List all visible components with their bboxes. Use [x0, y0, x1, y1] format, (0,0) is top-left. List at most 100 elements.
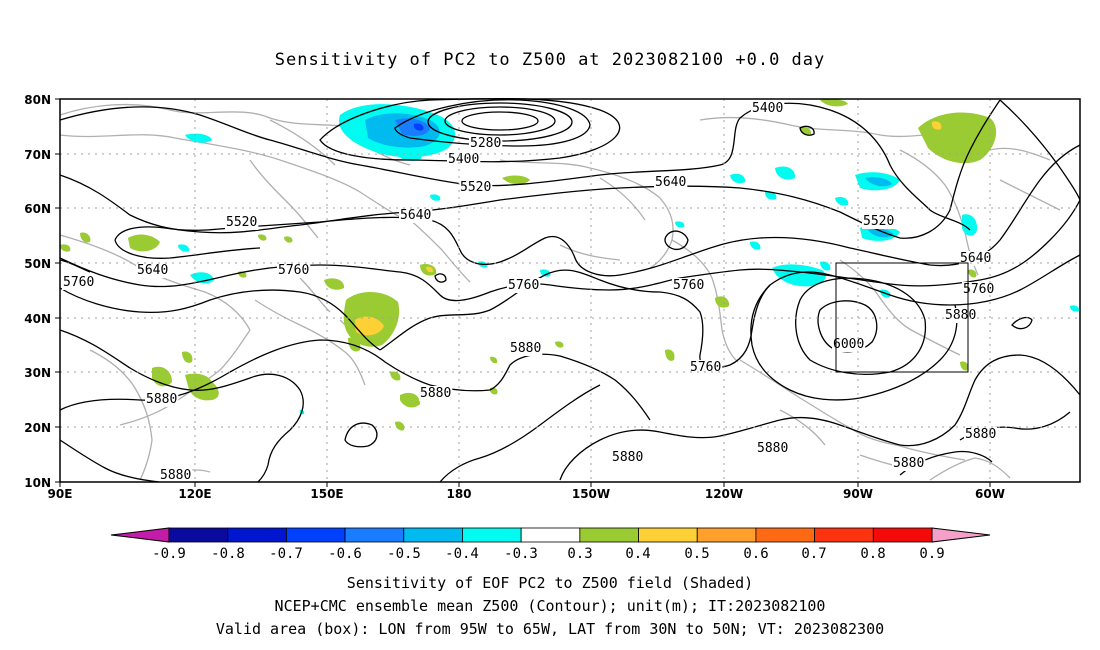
contour-label: 5880 — [945, 308, 976, 323]
shade-negative-small-1 — [395, 151, 422, 161]
contour-label: 5880 — [612, 450, 643, 465]
shade-positive-18 — [390, 371, 401, 381]
contour-label: 5880 — [757, 441, 788, 456]
contour-label: 6000 — [833, 337, 864, 352]
axis-ticks — [55, 98, 991, 487]
shade-negative-small-8 — [675, 221, 685, 228]
shade-negative-small-11 — [765, 191, 777, 200]
shade-negative-east-2b — [868, 228, 894, 238]
lon-label: 90E — [48, 487, 73, 501]
colorbar-low-triangle — [110, 527, 170, 543]
contour-label-background — [509, 341, 543, 356]
contour-label-background — [944, 308, 978, 323]
lon-label: 150W — [572, 487, 610, 501]
colorbar-segments — [110, 527, 991, 543]
shade-positive-6 — [80, 232, 91, 243]
shade-negative-small-12 — [835, 196, 849, 206]
shade-positive-13b — [355, 316, 384, 336]
lon-label: 180 — [446, 487, 471, 501]
shade-negative-small-9 — [730, 173, 746, 184]
contour-label: 5760 — [690, 360, 721, 375]
lat-label: 10N — [24, 476, 51, 490]
shade-positive-2 — [820, 99, 848, 107]
colorbar: -0.9 -0.8 -0.7 -0.6 -0.5 -0.4 -0.3 0.3 0… — [110, 527, 991, 562]
contour-label-background — [507, 278, 541, 293]
shade-positive-12b — [426, 266, 434, 273]
contour-label-background — [159, 468, 193, 483]
contour-label: 5760 — [963, 282, 994, 297]
colorbar-segment — [227, 527, 287, 543]
colorbar-segment — [403, 527, 463, 543]
contour-label-background — [756, 441, 790, 456]
contour-label-background — [832, 337, 866, 352]
shade-positive-23 — [555, 341, 564, 348]
contour-label-background — [689, 360, 723, 375]
coastlines — [59, 103, 1061, 481]
contour-label: 5880 — [160, 468, 191, 483]
contour-label-background — [962, 282, 996, 297]
contour-label-background — [136, 263, 170, 278]
lat-lon-grid — [60, 99, 1080, 482]
lon-label: 150E — [310, 487, 343, 501]
contour-label: 5520 — [226, 215, 257, 230]
contour-label-background — [447, 152, 481, 167]
colorbar-segment — [579, 527, 639, 543]
lon-label: 120E — [178, 487, 211, 501]
contour-label: 5640 — [655, 175, 686, 190]
caption-contour: NCEP+CMC ensemble mean Z500 (Contour); u… — [274, 597, 826, 615]
shade-positive-11 — [324, 278, 345, 290]
shade-positive-24 — [665, 349, 675, 361]
latitude-labels: 80N 70N 60N 50N 40N 30N 20N 10N — [24, 93, 51, 490]
contour-label-background — [964, 427, 998, 442]
valid-area-box — [835, 262, 969, 373]
lon-label: 90W — [843, 487, 873, 501]
shade-negative-far-east — [1070, 305, 1080, 312]
sensitivity-shading — [60, 99, 1080, 431]
contour-label: 5760 — [508, 278, 539, 293]
colorbar-label: 0.4 — [625, 546, 650, 562]
caption-valid-area: Valid area (box): LON from 95W to 65W, L… — [215, 620, 885, 638]
contour-label-background — [862, 214, 896, 229]
shade-positive-1 — [918, 112, 997, 164]
shade-negative-small-5 — [430, 194, 441, 201]
lon-label: 60W — [975, 487, 1005, 501]
colorbar-segment — [168, 527, 229, 543]
shade-positive-19 — [400, 392, 420, 408]
shade-negative-small-4 — [178, 244, 190, 252]
contour-label: 5880 — [893, 456, 924, 471]
lat-label: 40N — [24, 312, 51, 326]
lat-label: 60N — [24, 202, 51, 216]
shade-positive-21 — [490, 356, 498, 364]
shade-positive-26 — [960, 361, 969, 371]
z500-contours — [59, 97, 1081, 483]
contour-label-background — [672, 278, 706, 293]
shade-negative-east-1b — [865, 177, 892, 187]
contour-label: 5520 — [863, 214, 894, 229]
colorbar-label: -0.9 — [152, 546, 186, 562]
contour-label-background — [459, 180, 493, 195]
contour-label: 5640 — [400, 208, 431, 223]
contour-label: 5880 — [420, 386, 451, 401]
colorbar-label: -0.7 — [269, 546, 303, 562]
contour-label-background — [892, 456, 926, 471]
shade-negative-east-3 — [962, 214, 978, 236]
contour-labels: 5400 5280 5400 5520 5640 5520 5640 5520 … — [62, 101, 998, 483]
shade-positive-20 — [395, 421, 405, 431]
shade-positive-17 — [182, 351, 193, 363]
shade-negative-small-2 — [185, 133, 212, 143]
colorbar-label: 0.9 — [919, 546, 944, 562]
colorbar-label: 0.8 — [860, 546, 885, 562]
contour-label-background — [62, 275, 96, 290]
colorbar-segment — [696, 527, 757, 543]
contour-label: 5760 — [278, 263, 309, 278]
colorbar-segment — [814, 527, 874, 543]
colorbar-label: 0.3 — [567, 546, 592, 562]
shade-negative-small-6 — [540, 269, 551, 277]
map-title: Sensitivity of PC2 to Z500 at 2023082100… — [274, 50, 826, 70]
colorbar-segment — [638, 527, 698, 543]
longitude-labels: 90E 120E 150E 180 150W 120W 90W 60W — [48, 487, 1005, 501]
contour-label-background — [145, 392, 179, 407]
colorbar-segment — [344, 527, 405, 543]
colorbar-segment — [755, 527, 816, 543]
